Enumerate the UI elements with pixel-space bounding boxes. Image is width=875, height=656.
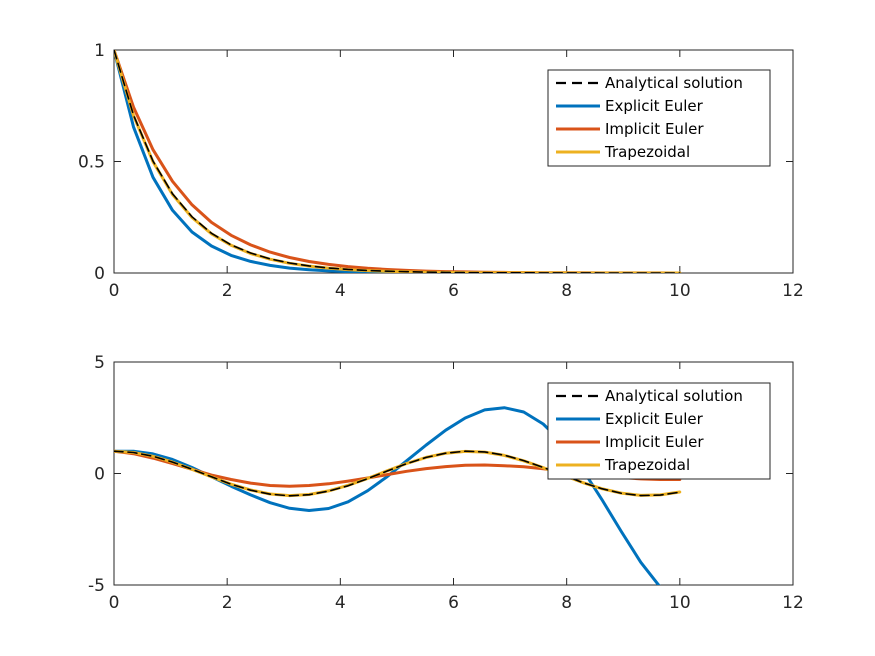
x-tick-label: 6	[448, 281, 459, 301]
legend: Analytical solution Explicit Euler Implici…	[547, 69, 771, 167]
y-tick-label: 0	[94, 465, 105, 485]
x-tick-label: 4	[335, 593, 346, 613]
y-tick-label: 5	[94, 353, 105, 373]
legend-label: Trapezoidal	[604, 456, 690, 474]
y-tick-label: 1	[94, 41, 105, 61]
x-tick-label: 12	[782, 281, 804, 301]
legend-label: Explicit Euler	[605, 97, 704, 115]
chart-panel-1: 0 2 4 6 8 10 12 0 0.5 1 Analytical solution Explici…	[78, 41, 804, 301]
legend-label: Explicit Euler	[605, 410, 704, 428]
series-lines	[114, 50, 682, 273]
plots: 0 2 4 6 8 10 12 0 0.5 1 Analytical solution Explici…	[78, 41, 804, 613]
x-tick-label: 2	[222, 593, 233, 613]
x-tick-label: 10	[669, 593, 691, 613]
x-tick-label: 4	[335, 281, 346, 301]
legend: Analytical solution Explicit Euler Implici…	[547, 382, 771, 480]
x-tick-label: 8	[561, 281, 572, 301]
legend-label: Implicit Euler	[605, 433, 704, 451]
y-tick-label: 0	[94, 264, 105, 284]
series-line-analytical-solution	[114, 450, 681, 497]
x-tick-label: 2	[222, 281, 233, 301]
legend-label: Analytical solution	[605, 387, 743, 405]
x-tick-label: 10	[669, 281, 691, 301]
x-tick-label: 8	[561, 593, 572, 613]
legend-label: Analytical solution	[605, 74, 743, 92]
series-line-trapezoidal	[114, 50, 682, 273]
legend-box	[547, 382, 771, 480]
x-tick-label: 0	[109, 593, 120, 613]
legend-label: Trapezoidal	[604, 143, 690, 161]
x-tick-label: 6	[448, 593, 459, 613]
series-line-analytical-solution	[114, 50, 681, 273]
legend-label: Implicit Euler	[605, 120, 704, 138]
y-tick-label: 0.5	[78, 153, 105, 173]
legend-box	[547, 69, 771, 167]
x-tick-label: 12	[782, 593, 804, 613]
x-tick-label: 0	[109, 281, 120, 301]
y-tick-label: -5	[88, 576, 105, 596]
